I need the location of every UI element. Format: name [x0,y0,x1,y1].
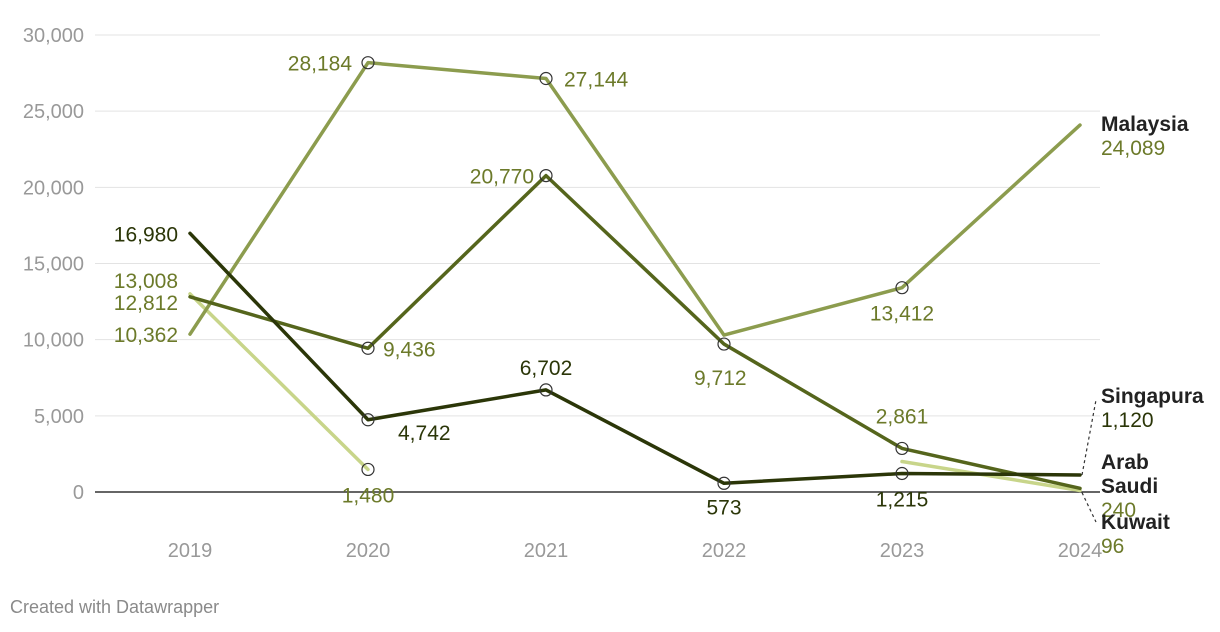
data-label: 573 [706,496,741,519]
data-point-marker [539,71,553,86]
data-label: 27,144 [564,69,629,92]
data-point-marker [539,169,553,183]
x-tick-label: 2024 [1058,540,1103,562]
x-tick-label: 2022 [702,540,747,562]
series-end-label: Saudi [1101,475,1158,498]
data-point-marker [539,383,553,397]
data-point-marker [361,462,375,477]
x-tick-label: 2019 [168,540,213,562]
x-tick-label: 2020 [346,540,391,562]
data-label: 6,702 [520,357,573,380]
data-label: 28,184 [288,53,353,76]
data-label: 13,008 [114,270,178,293]
series-end-value: 96 [1101,535,1124,558]
data-point-marker [361,341,375,355]
series-end-value: 24,089 [1101,137,1165,160]
data-point-marker [361,413,375,427]
data-label: 9,436 [383,338,436,361]
data-label: 13,412 [870,303,934,326]
data-point-marker [895,281,909,295]
y-tick-label: 5,000 [34,406,84,428]
y-tick-label: 30,000 [23,25,84,47]
series-end-label: Singapura [1101,385,1204,408]
data-point-marker [895,441,909,456]
series-line-malaysia [188,60,1082,337]
leader-line [1081,399,1097,476]
x-tick-label: 2023 [880,540,925,562]
series-end-label: Arab [1101,451,1149,474]
data-point-marker [361,56,375,70]
data-label: 1,480 [342,484,395,507]
data-label: 16,980 [114,223,178,246]
series-end-label: Malaysia [1101,113,1189,136]
data-label: 4,742 [398,422,451,445]
series-line-arab-saudi [188,173,1082,491]
x-tick-label: 2021 [524,540,569,562]
series-line-singapura [188,231,1082,486]
series-end-value: 1,120 [1101,409,1154,432]
y-tick-label: 20,000 [23,177,84,199]
y-tick-label: 25,000 [23,101,84,123]
data-label: 2,861 [876,405,929,428]
datawrapper-credit: Created with Datawrapper [10,597,220,617]
series-line-kuwait [188,292,370,472]
data-point-marker [895,466,909,481]
data-label: 20,770 [470,166,534,189]
data-point-marker [717,476,731,490]
y-tick-label: 15,000 [23,254,84,276]
series-end-label: Kuwait [1101,511,1170,534]
y-tick-label: 0 [73,482,84,504]
leader-line [1081,492,1097,523]
data-point-marker [717,337,731,351]
data-label: 10,362 [114,324,178,347]
data-label: 12,812 [114,292,178,315]
series-line-kuwait [900,459,1082,493]
series-end-value: 240 [1101,499,1136,522]
data-label: 9,712 [694,367,747,390]
y-tick-label: 10,000 [23,330,84,352]
data-label: 1,215 [876,488,929,511]
